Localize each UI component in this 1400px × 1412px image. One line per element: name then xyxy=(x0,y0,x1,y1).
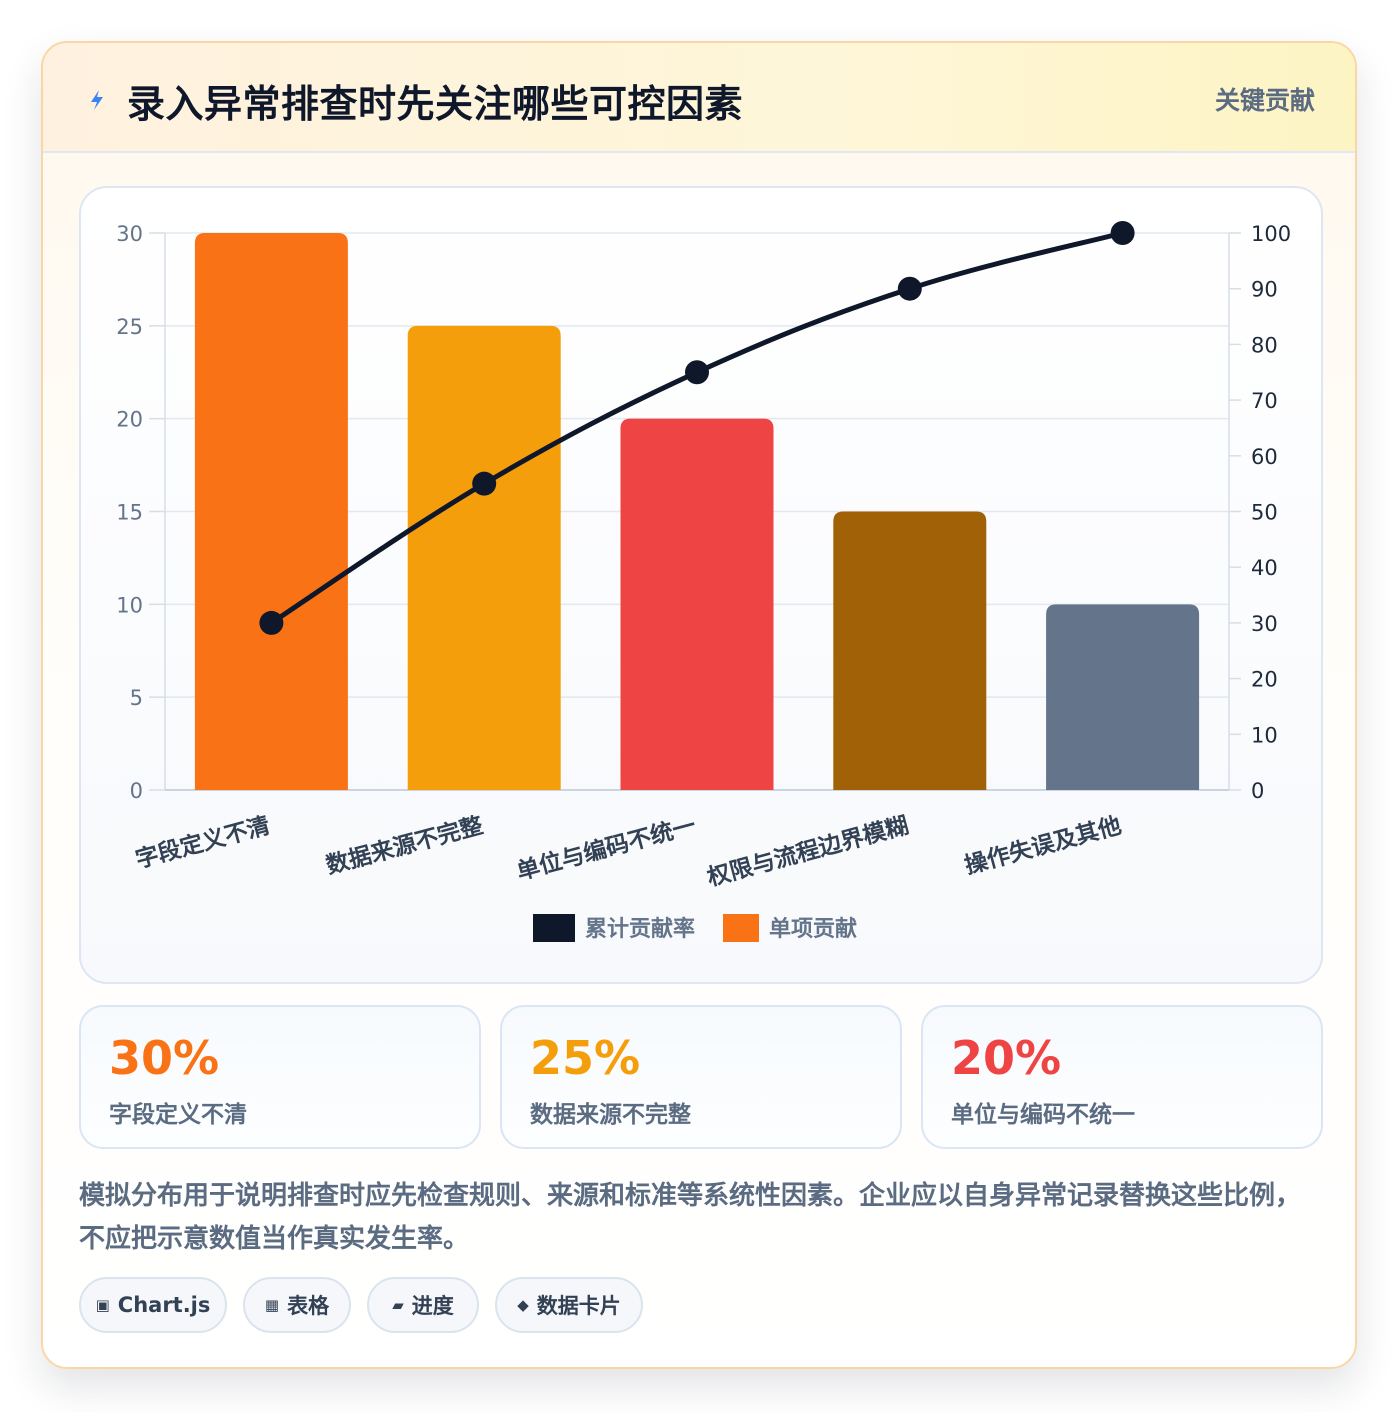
tag-label: 数据卡片 xyxy=(536,1294,621,1318)
x-tick-label: 单位与编码不统一 xyxy=(514,812,699,886)
y2-tick-label: 60 xyxy=(1251,445,1278,469)
stat-cards: 30% 字段定义不清 25% 数据来源不完整 20% 单位与编码不统一 xyxy=(79,1005,1323,1149)
progress-icon: ▰ xyxy=(392,1296,404,1314)
tag-table[interactable]: ▦ 表格 xyxy=(243,1277,351,1333)
y2-tick-label: 0 xyxy=(1251,779,1264,803)
tag-label: 进度 xyxy=(411,1294,454,1318)
x-tick-label: 操作失误及其他 xyxy=(962,813,1124,880)
y-tick-label: 0 xyxy=(130,779,143,803)
card-header: 录入异常排查时先关注哪些可控因素 关键贡献 xyxy=(43,43,1355,153)
legend-swatch xyxy=(533,914,575,942)
chart-note: 模拟分布用于说明排查时应先检查规则、来源和标准等系统性因素。企业应以自身异常记录… xyxy=(79,1181,1302,1254)
y2-tick-label: 70 xyxy=(1251,389,1278,413)
legend-label: 累计贡献率 xyxy=(585,916,695,942)
legend-swatch xyxy=(723,914,759,942)
chart-card: 录入异常排查时先关注哪些可控因素 关键贡献 0 5 10 15 20 25 30 0 10 20 3… xyxy=(41,41,1357,1369)
tag-chartjs[interactable]: ▣ Chart.js xyxy=(79,1277,227,1333)
cumulative-point-5 xyxy=(1110,221,1135,245)
bar-2 xyxy=(407,325,561,790)
bar-5 xyxy=(1046,604,1200,790)
stat-value: 20% xyxy=(951,1031,1062,1085)
y2-tick-label: 100 xyxy=(1251,222,1291,246)
chart-panel: 0 5 10 15 20 25 30 0 10 20 30 40 50 60 70 80 90 100 字段定义不… xyxy=(79,186,1323,984)
tag-progress[interactable]: ▰ 进度 xyxy=(367,1277,479,1333)
tag-label: Chart.js xyxy=(117,1293,211,1317)
y2-tick-label: 10 xyxy=(1251,723,1278,747)
y2-tick-label: 20 xyxy=(1251,668,1278,692)
stat-label: 数据来源不完整 xyxy=(530,1102,691,1128)
y-tick-label: 5 xyxy=(130,686,143,710)
y-tick-label: 10 xyxy=(116,593,143,617)
legend-label: 单项贡献 xyxy=(769,916,857,942)
y2-tick-label: 80 xyxy=(1251,333,1278,357)
x-tick-label: 数据来源不完整 xyxy=(323,812,486,880)
stat-card: 25% 数据来源不完整 xyxy=(500,1005,902,1149)
lightning-icon xyxy=(91,90,103,110)
diamond-icon: ◆ xyxy=(517,1296,529,1314)
y2-tick-label: 90 xyxy=(1251,278,1278,302)
y2-tick-label: 50 xyxy=(1251,501,1278,525)
pareto-chart: 0 5 10 15 20 25 30 0 10 20 30 40 50 60 70 80 90 100 字段定义不… xyxy=(116,221,1291,942)
tag-label: 表格 xyxy=(287,1294,330,1318)
stat-label: 字段定义不清 xyxy=(109,1102,247,1128)
stat-value: 30% xyxy=(109,1031,220,1085)
y2-tick-label: 30 xyxy=(1251,612,1278,636)
bar-3 xyxy=(620,418,774,790)
x-tick-label: 字段定义不清 xyxy=(133,812,273,874)
key-contribution-badge: 关键贡献 xyxy=(1214,86,1315,115)
x-tick-label: 权限与流程边界模糊 xyxy=(703,812,911,892)
table-icon: ▦ xyxy=(264,1296,280,1314)
bar-4 xyxy=(833,511,987,790)
cumulative-point-1 xyxy=(259,610,284,635)
tag-list: ▣ Chart.js ▦ 表格 ▰ 进度 ◆ 数据卡片 xyxy=(79,1277,1079,1335)
y2-tick-label: 40 xyxy=(1251,556,1278,580)
y-tick-label: 20 xyxy=(116,408,143,432)
bar-1 xyxy=(194,233,348,790)
stat-label: 单位与编码不统一 xyxy=(951,1102,1135,1128)
tag-data-card[interactable]: ◆ 数据卡片 xyxy=(495,1277,643,1333)
stat-card: 30% 字段定义不清 xyxy=(79,1005,481,1149)
y-tick-label: 30 xyxy=(116,222,143,246)
y-tick-label: 15 xyxy=(116,501,143,525)
y-tick-label: 25 xyxy=(116,315,143,339)
stat-value: 25% xyxy=(530,1031,641,1085)
chart-title: 录入异常排查时先关注哪些可控因素 xyxy=(127,82,744,126)
cumulative-point-3 xyxy=(685,360,709,385)
stat-card: 20% 单位与编码不统一 xyxy=(921,1005,1323,1149)
cumulative-point-2 xyxy=(472,471,497,496)
chart-icon: ▣ xyxy=(95,1296,110,1314)
cumulative-point-4 xyxy=(897,276,922,301)
